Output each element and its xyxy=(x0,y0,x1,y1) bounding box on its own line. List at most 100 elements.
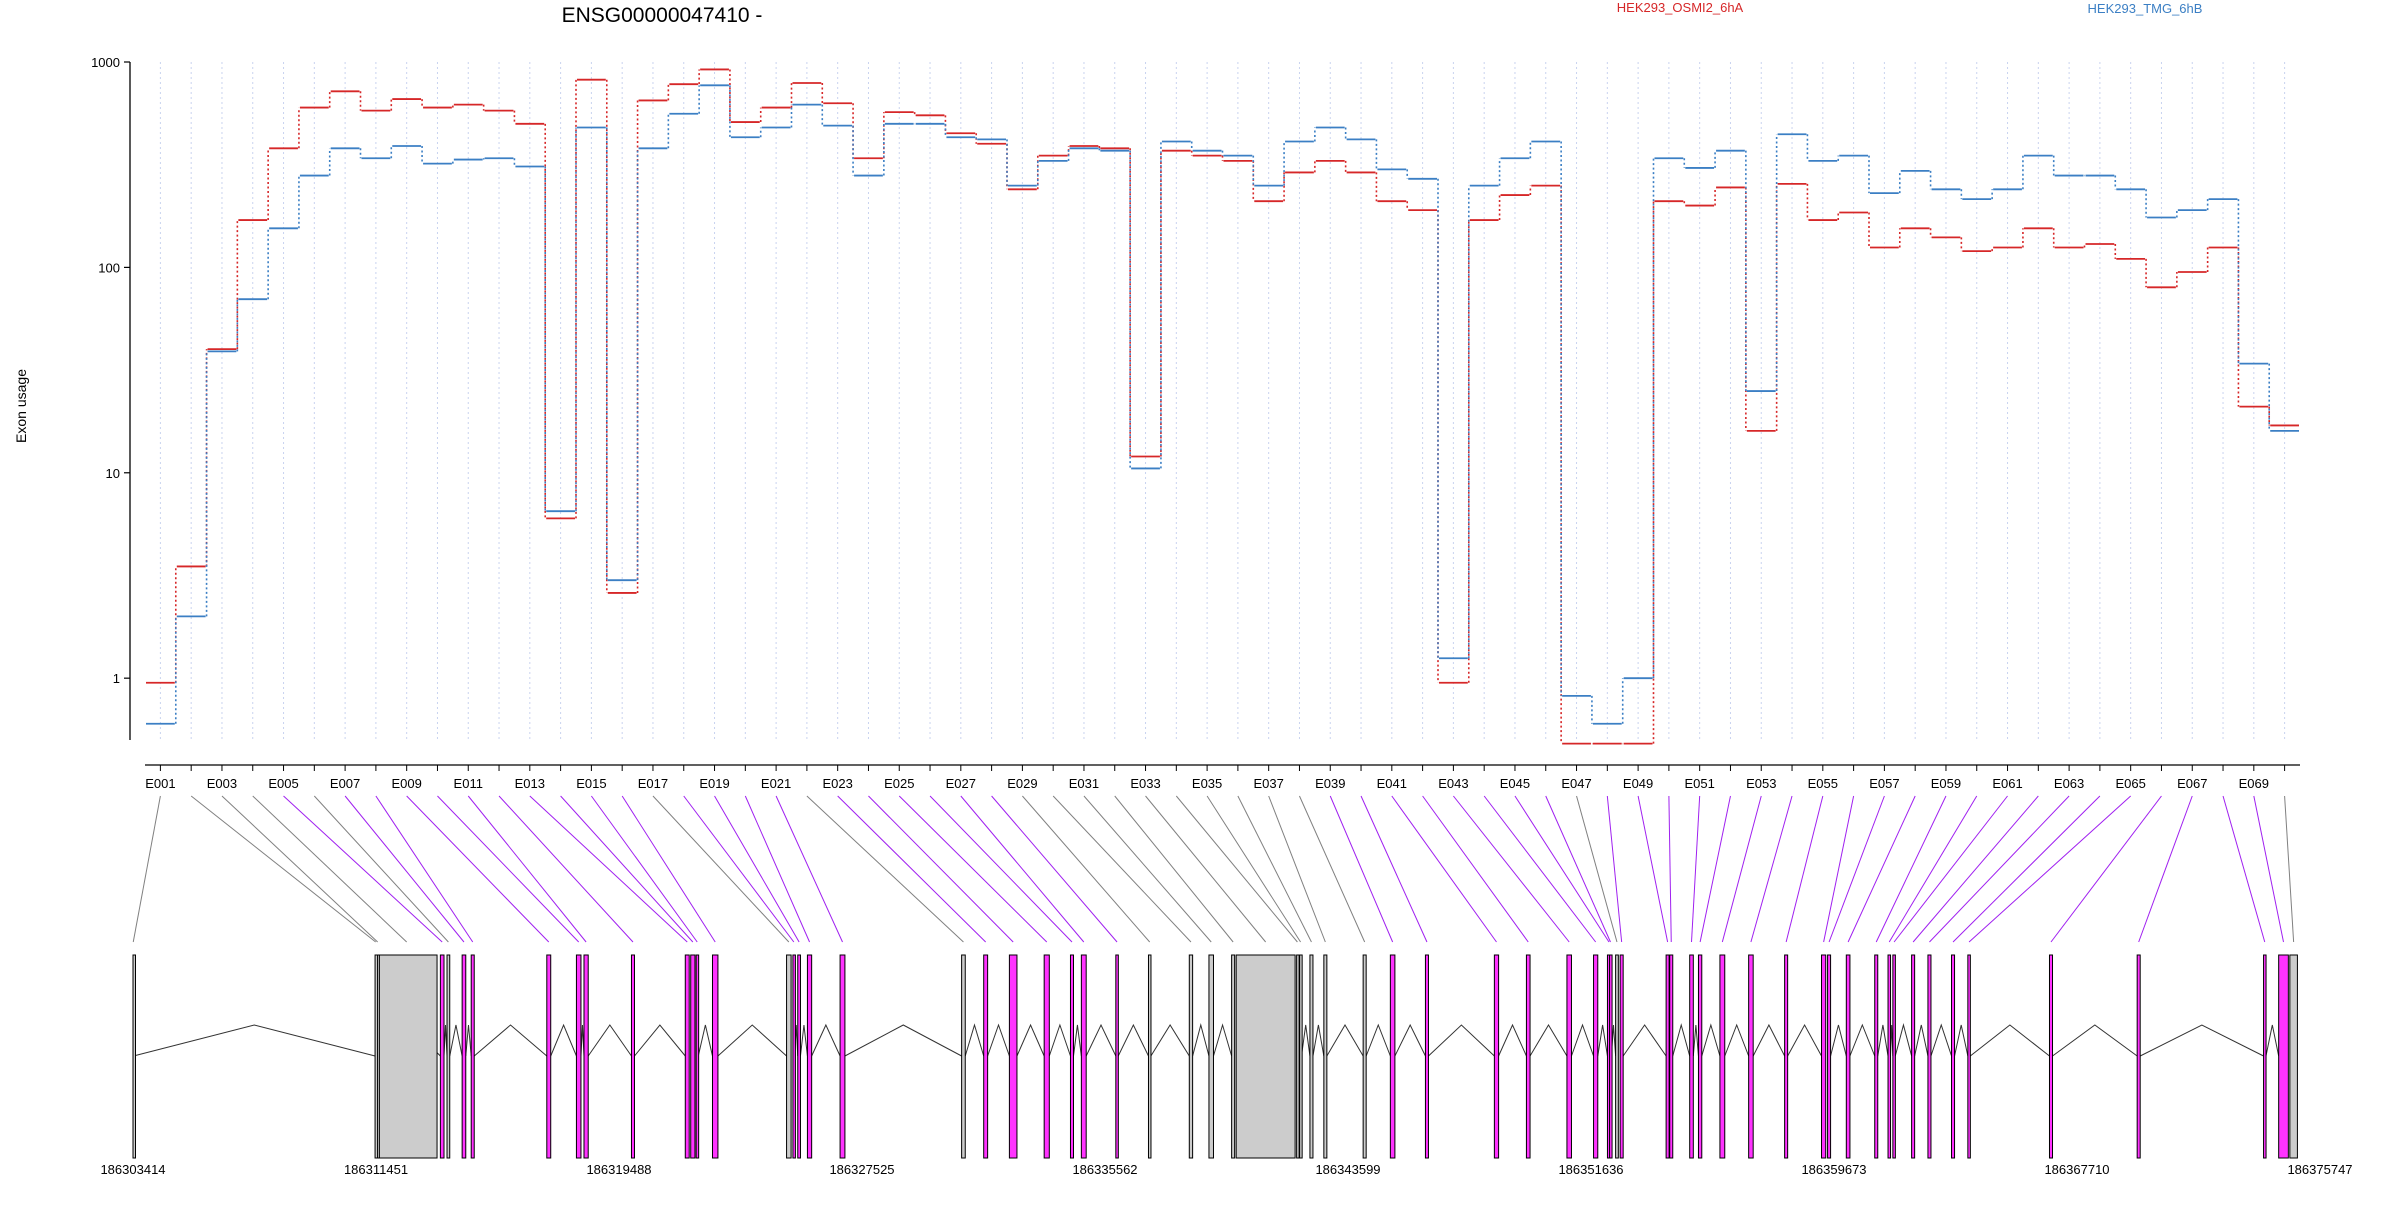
exon-connectors xyxy=(132,795,2295,943)
exon-label-E057: E057 xyxy=(1869,776,1899,791)
connector-E064 xyxy=(1952,795,2101,943)
intron xyxy=(133,1024,376,1057)
connector-E042 xyxy=(1422,795,1529,943)
exon-box-E039 xyxy=(1389,954,1396,1159)
connector-E069 xyxy=(2253,795,2284,943)
connector-E025 xyxy=(898,795,1048,943)
connector-E034 xyxy=(1175,795,1298,943)
exon-box-E063 xyxy=(1927,954,1932,1159)
exon-box-E009 xyxy=(546,954,552,1159)
exon-box-E013 xyxy=(684,954,690,1159)
exon-box-E029 xyxy=(1147,954,1152,1159)
exon-box-E038 xyxy=(1362,954,1367,1159)
intron xyxy=(1150,1024,1190,1057)
connector-E019 xyxy=(714,795,800,943)
connector-E015 xyxy=(590,795,698,943)
exon-box-E052 xyxy=(1697,954,1703,1159)
connector-E048 xyxy=(1606,795,1623,943)
exon-box-E054 xyxy=(1748,954,1754,1159)
exon-box-E028 xyxy=(1115,954,1119,1159)
exon-box-E015 xyxy=(695,954,700,1159)
exon-box-E069 xyxy=(2278,954,2289,1159)
genomic-coord-label: 186375747 xyxy=(2287,1162,2352,1177)
intron xyxy=(1724,1023,1750,1057)
connector-E055 xyxy=(1785,795,1824,943)
connector-E060 xyxy=(1888,795,1978,943)
exon-label-E043: E043 xyxy=(1438,776,1468,791)
exon-label-E025: E025 xyxy=(884,776,914,791)
exon-label-E001: E001 xyxy=(145,776,175,791)
intron xyxy=(1701,1023,1721,1057)
connector-E012 xyxy=(498,795,634,943)
exon-label-E003: E003 xyxy=(207,776,237,791)
exon-label-E069: E069 xyxy=(2239,776,2269,791)
exon-box-E026 xyxy=(1069,954,1074,1159)
exon-label-E035: E035 xyxy=(1192,776,1222,791)
exon-box-E023 xyxy=(983,954,989,1159)
intron xyxy=(587,1024,632,1057)
connector-E017 xyxy=(652,795,790,943)
exon-label-E019: E019 xyxy=(699,776,729,791)
legend-series-a: HEK293_OSMI2_6hA xyxy=(1617,0,1744,15)
exon-label-E017: E017 xyxy=(638,776,668,791)
exon-box-E049 xyxy=(1665,954,1670,1159)
exon-gridlines xyxy=(159,62,2286,740)
connector-E013 xyxy=(529,795,688,943)
exon-box-E060 xyxy=(1887,954,1892,1159)
intron xyxy=(550,1023,577,1057)
exon-box-E036 xyxy=(1309,954,1314,1159)
connector-E054 xyxy=(1750,795,1793,943)
intron xyxy=(1894,1023,1913,1057)
exon-label-E021: E021 xyxy=(761,776,791,791)
exon-box-E014 xyxy=(690,954,696,1159)
intron xyxy=(717,1024,787,1057)
exon-box-E035 xyxy=(1299,954,1303,1159)
exon-label-E063: E063 xyxy=(2054,776,2084,791)
exon-label-E045: E045 xyxy=(1500,776,1530,791)
intron xyxy=(1830,1024,1847,1057)
intron xyxy=(1326,1024,1364,1057)
intron xyxy=(1498,1023,1527,1057)
exon-box-E031 xyxy=(1208,954,1214,1159)
connector-E026 xyxy=(929,795,1073,943)
series-a xyxy=(146,68,2299,745)
connector-E049 xyxy=(1637,795,1669,943)
y-axis: 1 10 100 1000 xyxy=(91,55,131,740)
exon-box-E030 xyxy=(1188,954,1194,1159)
connector-E001 xyxy=(132,795,161,943)
gene-model xyxy=(132,954,2298,1159)
intron xyxy=(811,1023,841,1057)
connector-E061 xyxy=(1893,795,2008,943)
connector-E065 xyxy=(1968,795,2132,943)
intron xyxy=(697,1024,713,1057)
exon-axis: E001 E003 E005 E007 E009 E011 E013 E015 E017 E019… xyxy=(145,764,2300,791)
intron xyxy=(1930,1023,1952,1057)
exon-box-E016 xyxy=(711,954,719,1159)
intron xyxy=(1877,1024,1889,1057)
exon-label-E009: E009 xyxy=(391,776,421,791)
connector-E068 xyxy=(2222,795,2266,943)
intron xyxy=(1300,1024,1311,1057)
connector-E024 xyxy=(868,795,1014,943)
connector-E020 xyxy=(744,795,810,943)
exon-box-E017 xyxy=(786,954,792,1159)
exon-box-E059 xyxy=(1874,954,1879,1159)
exon-label-E007: E007 xyxy=(330,776,360,791)
exon-box-E042 xyxy=(1525,954,1531,1159)
exon-label-E033: E033 xyxy=(1130,776,1160,791)
exon-label-E065: E065 xyxy=(2115,776,2145,791)
y-tick-label: 1000 xyxy=(91,55,120,70)
exon-box-E012 xyxy=(630,954,635,1159)
intron xyxy=(1072,1024,1082,1057)
intron xyxy=(473,1024,548,1057)
connector-E009 xyxy=(406,795,550,943)
exon-box-E033 xyxy=(1235,954,1296,1159)
intron xyxy=(1622,1024,1667,1057)
connector-E050 xyxy=(1668,795,1672,943)
genomic-coord-label: 186311451 xyxy=(344,1162,408,1177)
exon-box-E064 xyxy=(1951,954,1956,1159)
exon-box-E022 xyxy=(961,954,966,1159)
intron xyxy=(465,1024,472,1057)
intron xyxy=(1213,1023,1233,1057)
